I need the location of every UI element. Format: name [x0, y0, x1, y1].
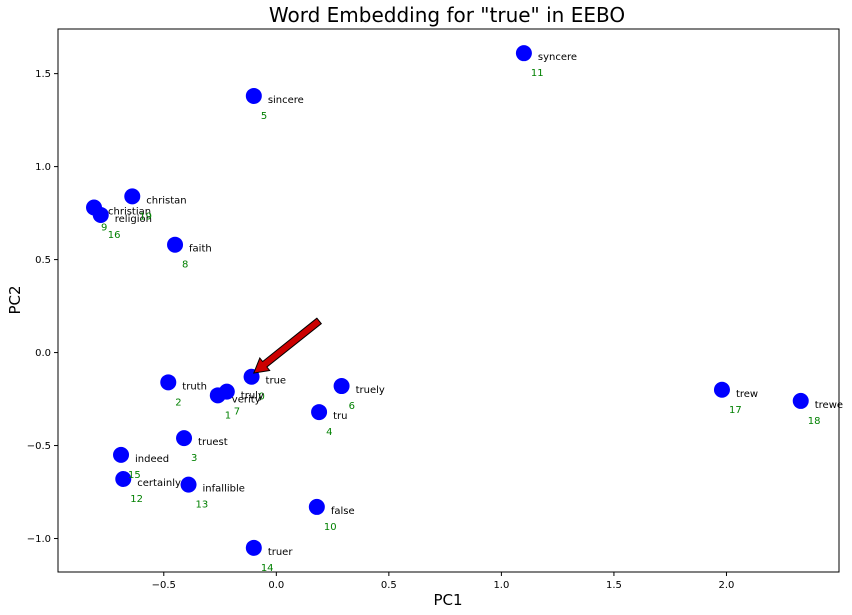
- point-word-label: syncere: [538, 52, 577, 63]
- y-tick-label: −0.5: [27, 441, 51, 452]
- x-axis: −0.5 0.0 0.5 1.0 1.5 2.0: [152, 572, 735, 591]
- x-tick-label: 0.5: [381, 580, 397, 591]
- point-word-label: infallible: [203, 484, 245, 495]
- point-rank-label: 2: [175, 397, 181, 408]
- pointer-arrow: [253, 317, 323, 374]
- point-rank-label: 14: [261, 563, 274, 574]
- y-tick-label: 1.5: [35, 69, 51, 80]
- data-point: [333, 378, 350, 395]
- point-rank-label: 18: [808, 416, 821, 427]
- y-axis: −1.0 −0.5 0.0 0.5 1.0 1.5: [27, 69, 58, 545]
- point-word-label: sincere: [268, 95, 304, 106]
- point-word-label: trew: [736, 389, 758, 400]
- y-tick-label: 0.0: [35, 348, 51, 359]
- point-rank-label: 17: [729, 405, 742, 416]
- data-point: [218, 383, 235, 400]
- point-rank-label: 12: [130, 494, 143, 505]
- point-word-label: faith: [189, 244, 212, 255]
- point-rank-label: 7: [234, 407, 240, 418]
- point-word-label: christan: [146, 195, 186, 206]
- point-rank-label: 11: [531, 68, 544, 79]
- data-point: [124, 188, 141, 205]
- point-word-label: truer: [268, 547, 294, 558]
- x-axis-label: PC1: [433, 591, 462, 609]
- y-tick-label: 0.5: [35, 255, 51, 266]
- data-point: [311, 404, 328, 421]
- data-point: [308, 498, 325, 515]
- data-point: [92, 206, 109, 223]
- data-point: [115, 471, 132, 488]
- data-point: [792, 392, 809, 409]
- y-tick-label: −1.0: [27, 534, 51, 545]
- point-word-label: certainly: [137, 478, 181, 489]
- point-rank-label: 0: [259, 392, 265, 403]
- x-tick-label: −0.5: [152, 580, 176, 591]
- data-point: [160, 374, 177, 391]
- point-word-label: tru: [333, 411, 347, 422]
- data-point: [180, 476, 197, 493]
- point-rank-label: 1: [225, 410, 231, 421]
- data-point: [713, 381, 730, 398]
- y-tick-label: 1.0: [35, 162, 51, 173]
- point-rank-label: 19: [139, 211, 152, 222]
- point-word-label: truth: [182, 381, 207, 392]
- point-word-label: true: [266, 376, 287, 387]
- point-word-label: false: [331, 506, 355, 517]
- point-word-label: trewe: [815, 400, 843, 411]
- point-rank-label: 5: [261, 111, 267, 122]
- point-rank-label: 9: [101, 223, 107, 234]
- point-rank-label: 10: [324, 522, 337, 533]
- point-rank-label: 15: [128, 470, 141, 481]
- data-point: [176, 430, 193, 447]
- y-axis-label: PC2: [6, 285, 24, 314]
- point-word-label: truely: [356, 385, 385, 396]
- point-word-label: indeed: [135, 454, 169, 465]
- plot-frame: [57, 28, 840, 573]
- data-point: [167, 236, 184, 253]
- data-point: [113, 446, 130, 463]
- point-word-label: verity: [232, 394, 261, 405]
- point-rank-label: 16: [108, 230, 121, 241]
- point-word-label: religion: [115, 214, 152, 225]
- x-tick-label: 1.5: [606, 580, 622, 591]
- data-point: [245, 539, 262, 556]
- point-rank-label: 4: [326, 427, 332, 438]
- point-word-label: truest: [198, 437, 228, 448]
- point-rank-label: 3: [191, 453, 197, 464]
- point-word-label: truly: [241, 391, 264, 402]
- x-tick-label: 1.0: [493, 580, 509, 591]
- point-rank-label: 13: [196, 500, 209, 511]
- point-rank-label: 8: [182, 260, 188, 271]
- x-tick-label: 0.0: [268, 580, 284, 591]
- point-word-label: christian: [108, 207, 151, 218]
- point-rank-label: 6: [349, 401, 355, 412]
- data-point: [245, 87, 262, 104]
- data-point: [515, 45, 532, 62]
- chart-title: Word Embedding for "true" in EEBO: [269, 3, 625, 27]
- x-tick-label: 2.0: [719, 580, 735, 591]
- arrow-layer: [253, 317, 323, 374]
